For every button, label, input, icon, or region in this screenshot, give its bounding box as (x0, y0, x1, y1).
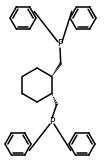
Text: P: P (57, 40, 63, 48)
Text: P: P (49, 117, 55, 127)
